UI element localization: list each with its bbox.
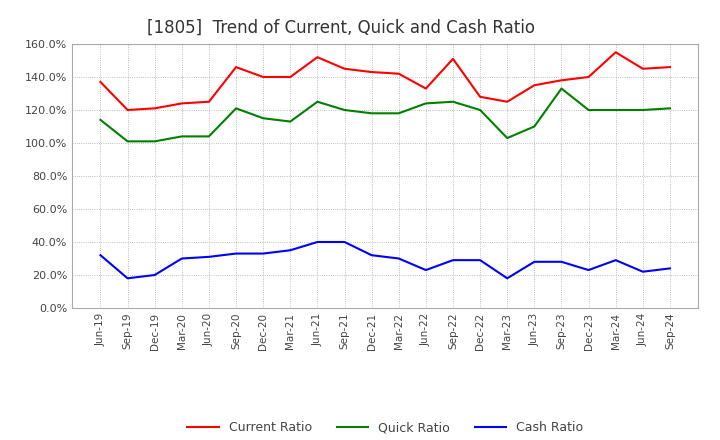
- Cash Ratio: [665, 266, 674, 271]
- Cash Ratio: [611, 257, 620, 263]
- Current Ratio: [421, 86, 430, 91]
- Current Ratio: [232, 64, 240, 70]
- Current Ratio: [665, 64, 674, 70]
- Quick Ratio: [584, 107, 593, 113]
- Quick Ratio: [395, 110, 403, 116]
- Current Ratio: [395, 71, 403, 76]
- Cash Ratio: [259, 251, 268, 256]
- Cash Ratio: [449, 257, 457, 263]
- Cash Ratio: [178, 256, 186, 261]
- Quick Ratio: [449, 99, 457, 104]
- Line: Cash Ratio: Cash Ratio: [101, 242, 670, 279]
- Quick Ratio: [96, 117, 105, 122]
- Quick Ratio: [611, 107, 620, 113]
- Cash Ratio: [530, 259, 539, 264]
- Cash Ratio: [123, 275, 132, 281]
- Cash Ratio: [96, 253, 105, 258]
- Current Ratio: [204, 99, 213, 104]
- Quick Ratio: [367, 110, 376, 116]
- Current Ratio: [341, 66, 349, 71]
- Current Ratio: [584, 74, 593, 80]
- Cash Ratio: [421, 268, 430, 273]
- Cash Ratio: [584, 268, 593, 273]
- Quick Ratio: [286, 119, 294, 124]
- Quick Ratio: [557, 86, 566, 91]
- Quick Ratio: [665, 106, 674, 111]
- Current Ratio: [530, 83, 539, 88]
- Line: Quick Ratio: Quick Ratio: [101, 88, 670, 141]
- Cash Ratio: [367, 253, 376, 258]
- Current Ratio: [123, 107, 132, 113]
- Quick Ratio: [204, 134, 213, 139]
- Current Ratio: [611, 50, 620, 55]
- Current Ratio: [178, 101, 186, 106]
- Quick Ratio: [476, 107, 485, 113]
- Quick Ratio: [150, 139, 159, 144]
- Current Ratio: [449, 56, 457, 62]
- Quick Ratio: [232, 106, 240, 111]
- Cash Ratio: [503, 275, 511, 281]
- Quick Ratio: [123, 139, 132, 144]
- Legend: Current Ratio, Quick Ratio, Cash Ratio: Current Ratio, Quick Ratio, Cash Ratio: [182, 416, 588, 439]
- Cash Ratio: [286, 248, 294, 253]
- Current Ratio: [476, 94, 485, 99]
- Quick Ratio: [503, 136, 511, 141]
- Quick Ratio: [421, 101, 430, 106]
- Cash Ratio: [395, 256, 403, 261]
- Current Ratio: [503, 99, 511, 104]
- Current Ratio: [286, 74, 294, 80]
- Quick Ratio: [341, 107, 349, 113]
- Cash Ratio: [204, 254, 213, 260]
- Current Ratio: [259, 74, 268, 80]
- Quick Ratio: [259, 116, 268, 121]
- Quick Ratio: [313, 99, 322, 104]
- Line: Current Ratio: Current Ratio: [101, 52, 670, 110]
- Current Ratio: [96, 79, 105, 84]
- Current Ratio: [313, 55, 322, 60]
- Cash Ratio: [150, 272, 159, 278]
- Current Ratio: [150, 106, 159, 111]
- Quick Ratio: [178, 134, 186, 139]
- Current Ratio: [367, 70, 376, 75]
- Cash Ratio: [341, 239, 349, 245]
- Current Ratio: [639, 66, 647, 71]
- Cash Ratio: [313, 239, 322, 245]
- Quick Ratio: [530, 124, 539, 129]
- Cash Ratio: [476, 257, 485, 263]
- Cash Ratio: [639, 269, 647, 275]
- Cash Ratio: [232, 251, 240, 256]
- Current Ratio: [557, 77, 566, 83]
- Quick Ratio: [639, 107, 647, 113]
- Text: [1805]  Trend of Current, Quick and Cash Ratio: [1805] Trend of Current, Quick and Cash …: [147, 19, 535, 37]
- Cash Ratio: [557, 259, 566, 264]
